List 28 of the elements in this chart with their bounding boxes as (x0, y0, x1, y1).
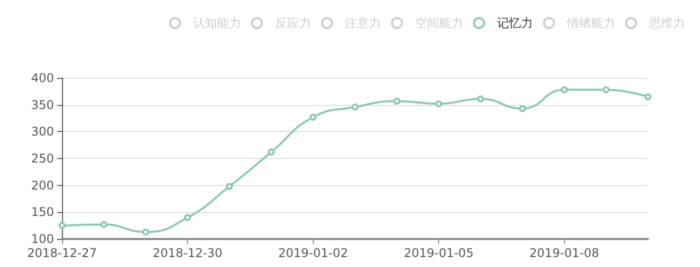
y-tick-label: 400 (31, 71, 54, 85)
point (184, 214, 192, 222)
point (268, 148, 275, 156)
point (310, 114, 317, 121)
point (226, 182, 233, 190)
x-tick-label: 2018-12-27 (27, 246, 97, 260)
y-tick-label: 100 (31, 232, 54, 246)
y-tick-label: 250 (31, 152, 54, 166)
point (602, 86, 610, 94)
x-tick-label: 2018-12-30 (152, 246, 222, 260)
point (518, 105, 526, 112)
y-tick-label: 150 (31, 205, 54, 220)
point (477, 95, 484, 102)
point (100, 221, 108, 228)
point (352, 103, 358, 110)
point (142, 228, 150, 236)
y-tick-label: 350 (31, 98, 54, 112)
point (644, 93, 652, 100)
point (560, 86, 568, 94)
point (435, 100, 442, 108)
point (393, 98, 400, 105)
legend-label: 记忆力 (497, 16, 533, 30)
y-tick-label: 200 (31, 178, 54, 192)
point (58, 222, 66, 230)
x-tick-label: 2019-01-08 (529, 246, 600, 260)
x-tick-label: 2019-01-05 (404, 246, 474, 260)
y-tick-label: 300 (31, 124, 54, 139)
x-tick-label: 2019-01-02 (278, 246, 348, 260)
